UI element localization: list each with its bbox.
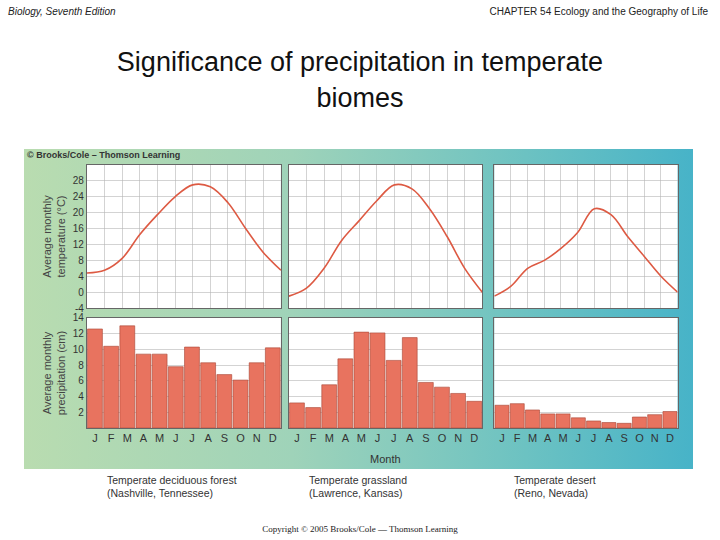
svg-text:M: M (123, 432, 132, 444)
svg-text:14: 14 (73, 312, 85, 323)
svg-text:8: 8 (78, 360, 84, 371)
svg-text:D: D (470, 432, 478, 444)
svg-text:A: A (605, 432, 613, 444)
svg-text:M: M (357, 432, 366, 444)
svg-text:16: 16 (73, 223, 85, 234)
svg-text:M: M (558, 432, 567, 444)
html-text:© Brooks/Cole – Thomson Learni: © Brooks/Cole – Thomson Learning (27, 150, 181, 160)
svg-text:6: 6 (78, 375, 84, 386)
svg-text:4: 4 (78, 391, 84, 402)
svg-text:J: J (591, 432, 597, 444)
svg-text:N: N (454, 432, 462, 444)
svg-text:20: 20 (73, 207, 85, 218)
svg-text:M: M (528, 432, 537, 444)
svg-text:A: A (544, 432, 552, 444)
svg-text:N: N (253, 432, 261, 444)
svg-text:J: J (92, 432, 98, 444)
svg-text:2: 2 (78, 407, 84, 418)
svg-text:O: O (236, 432, 245, 444)
svg-text:F: F (514, 432, 521, 444)
html-text:(Reno, Nevada): (Reno, Nevada) (514, 487, 589, 499)
svg-text:F: F (108, 432, 115, 444)
html-text:(Lawrence, Kansas): (Lawrence, Kansas) (309, 487, 403, 499)
svg-text:S: S (221, 432, 228, 444)
svg-text:O: O (635, 432, 644, 444)
svg-text:Month: Month (370, 453, 401, 465)
svg-text:J: J (391, 432, 397, 444)
svg-text:24: 24 (73, 191, 85, 202)
html-text:(Nashville, Tennessee): (Nashville, Tennessee) (107, 487, 213, 499)
svg-text:28: 28 (73, 175, 85, 186)
svg-text:D: D (269, 432, 277, 444)
svg-text:M: M (325, 432, 334, 444)
svg-text:A: A (342, 432, 350, 444)
svg-text:M: M (155, 432, 164, 444)
svg-text:0: 0 (78, 287, 84, 298)
svg-text:J: J (294, 432, 300, 444)
svg-text:4: 4 (78, 271, 84, 282)
svg-text:O: O (438, 432, 447, 444)
svg-text:J: J (499, 432, 505, 444)
svg-text:Average monthlytemperature (°C: Average monthlytemperature (°C) (41, 195, 67, 278)
svg-text:F: F (310, 432, 317, 444)
html-text:Significance of precipitation: Significance of precipitation in tempera… (116, 47, 604, 77)
svg-text:Average monthlyprecipitation (: Average monthlyprecipitation (cm) (41, 331, 67, 415)
html-text:Copyright © 2005 Brooks/Cole —: Copyright © 2005 Brooks/Cole — Thomson L… (262, 524, 458, 534)
svg-text:J: J (173, 432, 179, 444)
svg-text:S: S (620, 432, 627, 444)
svg-text:-4: -4 (75, 303, 84, 314)
html-text:biomes: biomes (316, 83, 404, 113)
svg-text:12: 12 (73, 328, 85, 339)
svg-text:J: J (375, 432, 381, 444)
svg-text:S: S (422, 432, 429, 444)
svg-text:10: 10 (73, 344, 85, 355)
svg-text:N: N (651, 432, 659, 444)
svg-text:8: 8 (78, 255, 84, 266)
svg-text:A: A (204, 432, 212, 444)
html-text:Temperate desert: Temperate desert (514, 474, 596, 486)
svg-text:J: J (576, 432, 582, 444)
svg-text:D: D (666, 432, 674, 444)
svg-text:12: 12 (73, 239, 85, 250)
svg-text:J: J (189, 432, 195, 444)
svg-text:A: A (406, 432, 414, 444)
html-text:CHAPTER 54 Ecology and the Geo: CHAPTER 54 Ecology and the Geography of … (489, 6, 708, 17)
html-text:Biology, Seventh Edition: Biology, Seventh Edition (8, 6, 116, 17)
html-text:Temperate grassland: Temperate grassland (309, 474, 408, 486)
html-text:Temperate deciduous forest: Temperate deciduous forest (107, 474, 237, 486)
svg-text:A: A (140, 432, 148, 444)
